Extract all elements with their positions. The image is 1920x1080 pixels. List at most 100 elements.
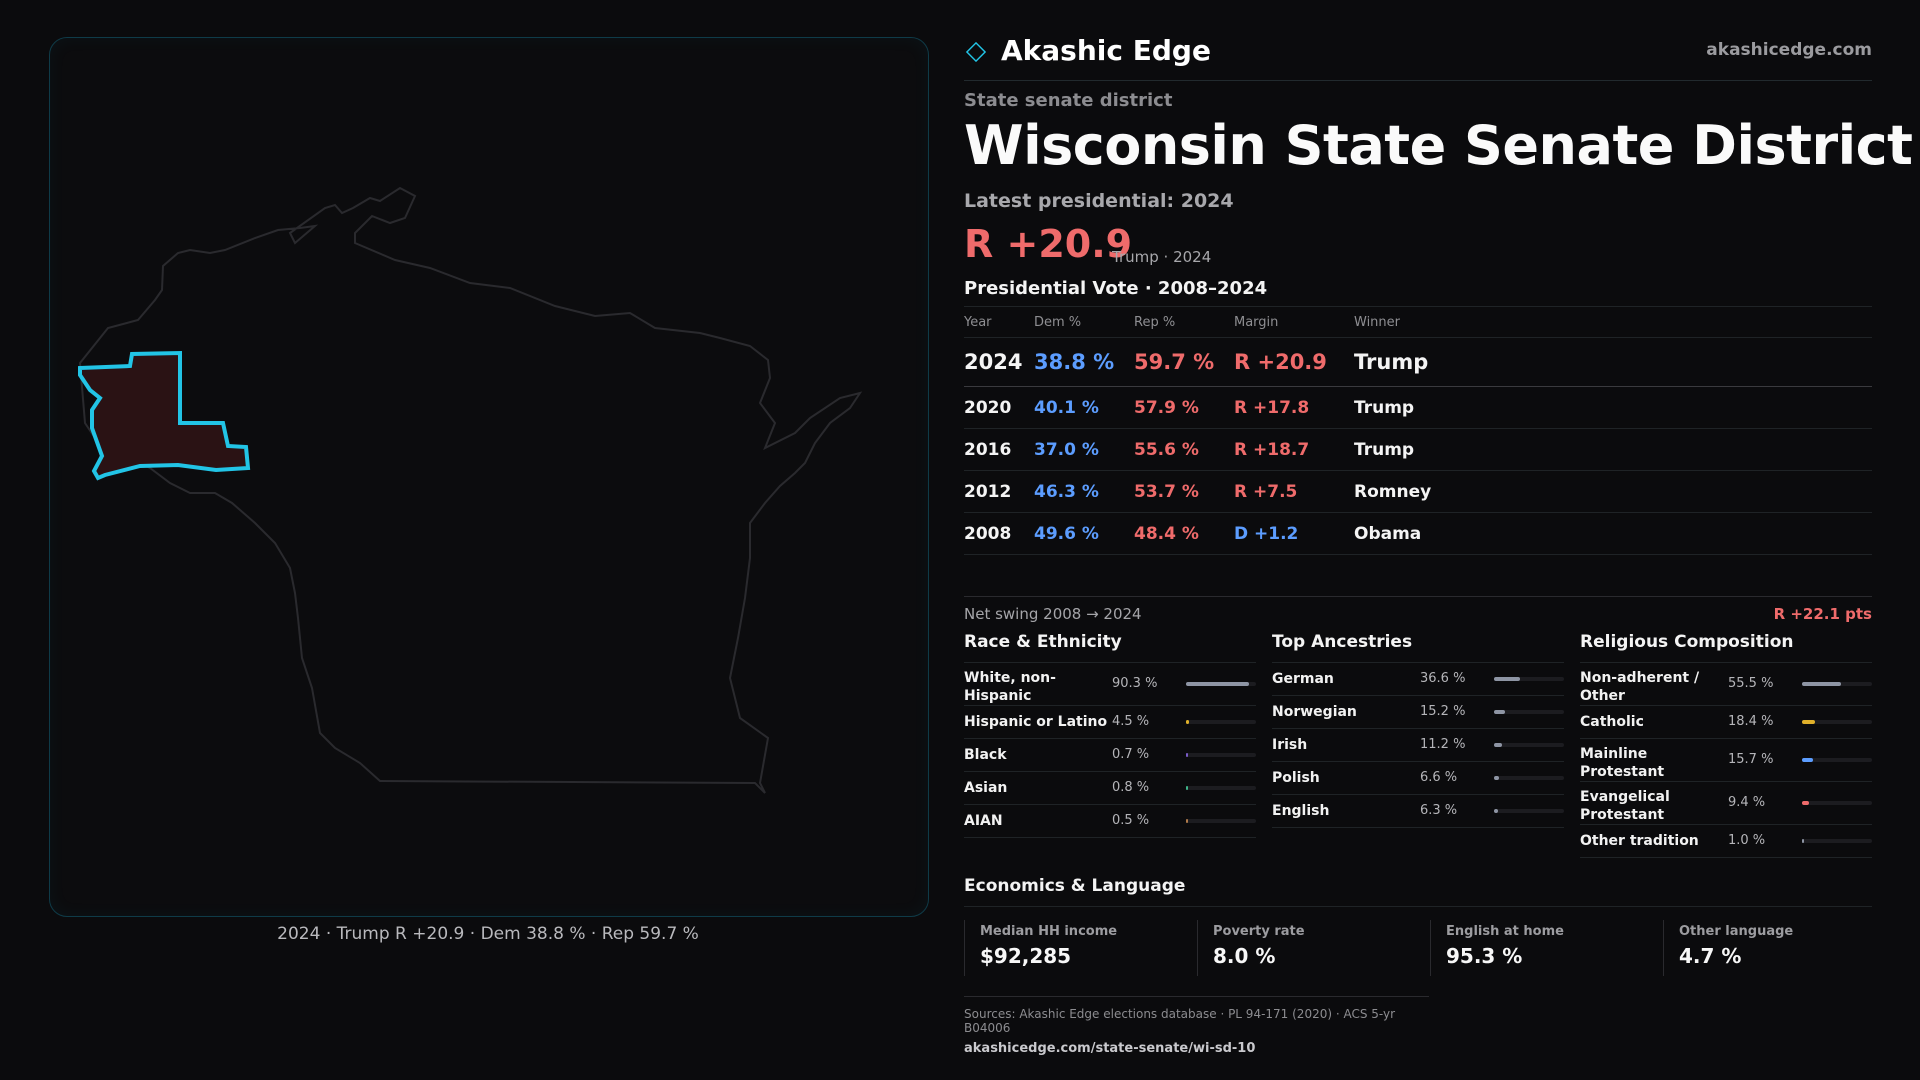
list-item: Asian 0.8 % <box>964 772 1256 805</box>
item-label: Norwegian <box>1272 704 1357 720</box>
item-bar-fill <box>1494 710 1505 714</box>
item-label: German <box>1272 671 1334 687</box>
item-bar-track <box>1186 682 1256 686</box>
row-year: 2008 <box>964 524 1012 544</box>
item-percent: 18.4 % <box>1728 714 1774 729</box>
list-item: English 6.3 % <box>1272 795 1564 828</box>
top-ancestries-title: Top Ancestries <box>1272 632 1564 663</box>
row-year: 2012 <box>964 482 1012 502</box>
item-percent: 6.6 % <box>1420 770 1458 785</box>
item-percent: 90.3 % <box>1112 676 1158 691</box>
row-year: 2016 <box>964 440 1012 460</box>
list-item: White, non-Hispanic 90.3 % <box>964 663 1256 706</box>
brand-name: Akashic Edge <box>1001 34 1211 67</box>
item-percent: 15.7 % <box>1728 752 1774 767</box>
state-outline <box>78 186 863 794</box>
presidential-vote-title: Presidential Vote · 2008–2024 <box>964 278 1268 299</box>
page-title: Wisconsin State Senate District 10 <box>964 114 1920 177</box>
item-bar-track <box>1802 839 1872 843</box>
item-bar-fill <box>1186 786 1188 790</box>
item-bar-track <box>1494 776 1564 780</box>
diamond-icon <box>966 42 986 62</box>
district-10-outline[interactable] <box>78 350 251 481</box>
row-year: 2024 <box>964 350 1023 374</box>
row-rep-pct: 57.9 % <box>1134 398 1199 418</box>
item-bar-fill <box>1186 819 1188 823</box>
item-label: Non-adherent / Other <box>1580 670 1700 704</box>
brand-header: Akashic Edge akashicedge.com <box>964 30 1872 81</box>
net-swing-label: Net swing 2008 → 2024 <box>964 605 1142 623</box>
list-item: Black 0.7 % <box>964 739 1256 772</box>
row-margin: R +17.8 <box>1234 398 1310 418</box>
row-winner: Obama <box>1354 524 1422 544</box>
presidential-vote-table: Year Dem % Rep % Margin Winner 2024 38.8… <box>964 306 1872 555</box>
brand-url-link[interactable]: akashicedge.com <box>1706 40 1872 60</box>
item-bar-track <box>1494 710 1564 714</box>
row-winner: Trump <box>1354 440 1415 460</box>
row-dem-pct: 40.1 % <box>1034 398 1099 418</box>
item-bar-fill <box>1802 758 1813 762</box>
item-bar-track <box>1802 682 1872 686</box>
item-percent: 55.5 % <box>1728 676 1774 691</box>
item-percent: 15.2 % <box>1420 704 1466 719</box>
map-caption: 2024 · Trump R +20.9 · Dem 38.8 % · Rep … <box>277 924 699 944</box>
item-percent: 0.7 % <box>1112 747 1150 762</box>
religious-composition-title: Religious Composition <box>1580 632 1872 663</box>
row-rep-pct: 53.7 % <box>1134 482 1199 502</box>
list-item: Mainline Protestant 15.7 % <box>1580 739 1872 782</box>
stat-label: Median HH income <box>980 924 1118 939</box>
item-bar-track <box>1494 677 1564 681</box>
wisconsin-map <box>78 186 863 794</box>
race-ethnicity-title: Race & Ethnicity <box>964 632 1256 663</box>
row-rep-pct: 48.4 % <box>1134 524 1199 544</box>
latest-presidential-label: Latest presidential: 2024 <box>964 190 1234 212</box>
item-bar-fill <box>1186 682 1250 686</box>
list-item: AIAN 0.5 % <box>964 805 1256 838</box>
item-percent: 36.6 % <box>1420 671 1466 686</box>
table-row: 2008 49.6 % 48.4 % D +1.2 Obama <box>964 513 1872 555</box>
item-bar-track <box>1802 758 1872 762</box>
row-rep-pct: 59.7 % <box>1134 350 1215 374</box>
column-header-winner: Winner <box>1354 315 1401 330</box>
item-bar-track <box>1802 720 1872 724</box>
item-label: Mainline Protestant <box>1580 746 1665 780</box>
row-dem-pct: 37.0 % <box>1034 440 1099 460</box>
item-label: Hispanic or Latino <box>964 714 1108 730</box>
item-bar-fill <box>1494 677 1520 681</box>
list-item: Hispanic or Latino 4.5 % <box>964 706 1256 739</box>
item-label: Evangelical Protestant <box>1580 789 1670 823</box>
table-row: 2020 40.1 % 57.9 % R +17.8 Trump <box>964 387 1872 429</box>
row-dem-pct: 49.6 % <box>1034 524 1099 544</box>
row-winner: Trump <box>1354 350 1429 374</box>
district-map[interactable] <box>49 37 929 917</box>
row-year: 2020 <box>964 398 1012 418</box>
list-item: Other tradition 1.0 % <box>1580 825 1872 858</box>
item-percent: 1.0 % <box>1728 833 1766 848</box>
stat-label: Other language <box>1679 924 1794 939</box>
headline-margin-subtitle: Trump · 2024 <box>1112 248 1212 266</box>
stat-label: Poverty rate <box>1213 924 1305 939</box>
table-row: 2016 37.0 % 55.6 % R +18.7 Trump <box>964 429 1872 471</box>
stat-value: 8.0 % <box>1213 944 1276 968</box>
item-percent: 0.5 % <box>1112 813 1150 828</box>
column-header-year: Year <box>964 315 992 330</box>
item-bar-fill <box>1186 720 1190 724</box>
item-bar-track <box>1186 819 1256 823</box>
source-url-link[interactable]: akashicedge.com/state-senate/wi-sd-10 <box>964 1041 1256 1056</box>
list-item: Polish 6.6 % <box>1272 762 1564 795</box>
stat-other-language: Other language 4.7 % <box>1663 920 1881 976</box>
net-swing-row: Net swing 2008 → 2024 R +22.1 pts <box>964 596 1872 625</box>
item-percent: 0.8 % <box>1112 780 1150 795</box>
item-bar-fill <box>1494 776 1499 780</box>
column-header-rep: Rep % <box>1134 315 1176 330</box>
item-bar-track <box>1802 801 1872 805</box>
stat-value: 4.7 % <box>1679 944 1742 968</box>
item-bar-track <box>1494 809 1564 813</box>
district-detail-panel: Akashic Edge akashicedge.com State senat… <box>964 30 1920 1056</box>
list-item: Norwegian 15.2 % <box>1272 696 1564 729</box>
economics-language-title: Economics & Language <box>964 876 1872 907</box>
table-row: 2024 38.8 % 59.7 % R +20.9 Trump <box>964 338 1872 387</box>
item-bar-fill <box>1494 809 1499 813</box>
item-bar-fill <box>1802 682 1841 686</box>
item-bar-track <box>1494 743 1564 747</box>
